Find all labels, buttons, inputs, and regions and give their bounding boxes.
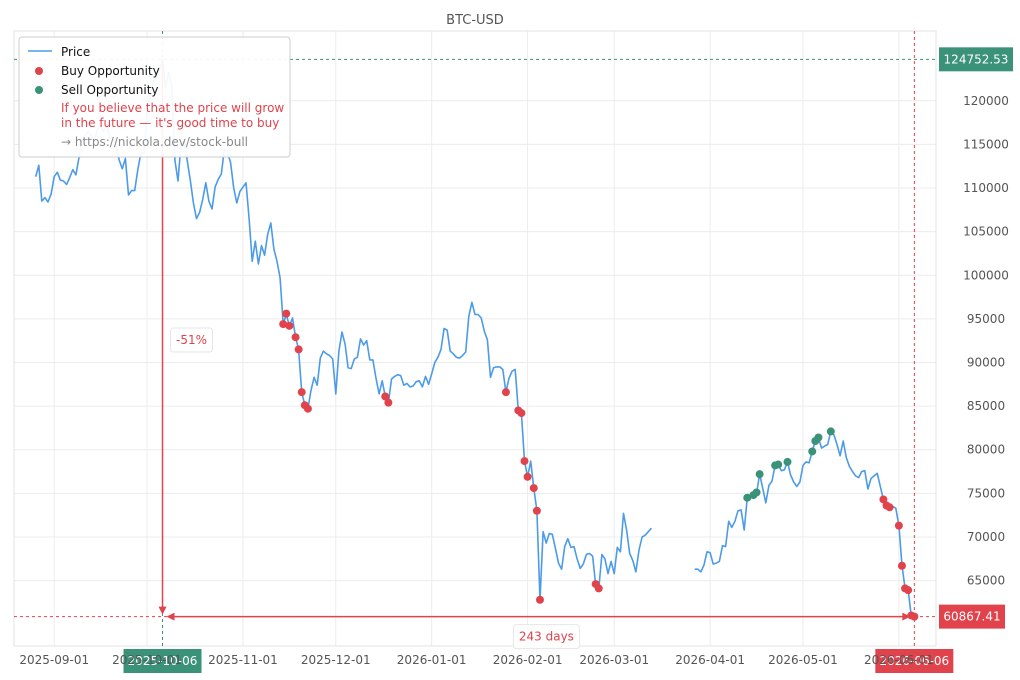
y-tick-label: 105000 — [963, 225, 1009, 239]
sell-marker — [808, 447, 817, 456]
y-tick-label: 120000 — [963, 94, 1009, 108]
y-tick-label: 100000 — [963, 268, 1009, 282]
buy-marker — [879, 495, 888, 504]
buy-marker — [384, 398, 393, 407]
buy-markers — [279, 309, 919, 621]
x-tick-label: 2025-09-01 — [19, 653, 89, 667]
price-line-segment — [694, 430, 915, 618]
buy-marker — [523, 472, 532, 481]
duration-label: 243 days — [519, 630, 574, 644]
buy-marker — [594, 584, 603, 593]
y-tick-label: 70000 — [967, 530, 1005, 544]
x-axis-ticks: 2025-09-01 2025-10-01 2025-11-01 2025-12-01… — [19, 653, 933, 667]
legend-message-line-2: in the future — it's good time to buy — [61, 116, 279, 130]
x-tick-label: 2025-11-01 — [208, 653, 278, 667]
buy-marker — [297, 388, 306, 397]
x-tick-label: 2025-12-01 — [301, 653, 371, 667]
y-tick-label: 75000 — [967, 486, 1005, 500]
drop-percent-label: -51% — [176, 333, 207, 347]
sell-markers — [743, 427, 835, 502]
chart-title: BTC-USD — [446, 13, 504, 28]
y-tick-label: 90000 — [967, 355, 1005, 369]
high-date-tag-label: 2025-10-06 — [128, 654, 198, 668]
sell-marker — [774, 460, 783, 469]
annotations: -51% 243 days 124752.53 60867.41 2025-10-06 2… — [123, 47, 1013, 673]
buy-marker — [885, 503, 894, 512]
legend: Price Buy Opportunity Sell Opportunity I… — [18, 36, 291, 158]
x-tick-label: 2026-02-01 — [493, 653, 563, 667]
buy-marker — [897, 561, 906, 570]
x-tick-label: 2026-05-01 — [768, 653, 838, 667]
sell-marker — [755, 470, 764, 479]
low-date-tag-label: 2026-06-06 — [879, 654, 949, 668]
low-price-tag — [939, 604, 1005, 629]
y-tick-label: 110000 — [963, 181, 1009, 195]
drop-arrow-head — [158, 606, 167, 615]
low-price-tag-label: 60867.41 — [943, 610, 1000, 624]
buy-marker — [904, 586, 913, 595]
legend-box — [18, 36, 291, 158]
buy-marker — [517, 409, 526, 418]
sell-marker — [743, 493, 752, 502]
buy-marker — [285, 321, 294, 330]
x-tick-label: 2026-01-01 — [397, 653, 467, 667]
low-date-tag — [875, 649, 954, 673]
buy-marker — [520, 457, 529, 466]
y-tick-label: 80000 — [967, 443, 1005, 457]
sell-marker — [826, 427, 835, 436]
buy-marker — [535, 595, 544, 604]
buy-marker — [294, 345, 303, 354]
x-tick-label: 2025-10-01 — [112, 653, 182, 667]
buy-marker — [291, 333, 300, 342]
buy-marker — [894, 521, 903, 530]
high-date-tag — [123, 649, 202, 673]
buy-marker — [381, 392, 390, 401]
duration-arrow-head-right — [902, 612, 911, 621]
y-tick-label: 115000 — [963, 137, 1009, 151]
y-tick-label: 85000 — [967, 399, 1005, 413]
legend-sell-label: Sell Opportunity — [61, 83, 159, 97]
legend-sell-swatch — [35, 86, 43, 94]
buy-marker — [501, 388, 510, 397]
x-tick-label: 2026-03-01 — [579, 653, 649, 667]
sell-marker — [783, 457, 792, 466]
plot-frame — [13, 30, 937, 647]
duration-arrow-head-left — [166, 612, 175, 621]
x-tick-label: 2026-06-01 — [864, 653, 934, 667]
sell-marker — [752, 488, 761, 497]
sell-marker — [814, 433, 823, 442]
buy-marker — [910, 612, 919, 621]
buy-marker — [279, 320, 288, 329]
legend-link[interactable]: → https://nickola.dev/stock-bull — [61, 135, 248, 149]
high-price-tag-label: 124752.53 — [944, 52, 1009, 66]
buy-marker — [529, 484, 538, 493]
buy-marker — [282, 309, 291, 318]
legend-buy-swatch — [35, 67, 43, 75]
x-tick-label: 2026-04-01 — [675, 653, 745, 667]
high-price-tag — [939, 47, 1013, 72]
price-line — [34, 58, 915, 618]
legend-message-line-1: If you believe that the price will grow — [61, 101, 284, 115]
buy-marker — [532, 506, 541, 515]
drop-percent-box — [170, 327, 214, 353]
legend-buy-label: Buy Opportunity — [61, 64, 160, 78]
duration-box — [512, 624, 580, 650]
buy-marker — [303, 404, 312, 413]
y-tick-label: 65000 — [967, 574, 1005, 588]
y-axis-ticks: 65000 70000 75000 80000 85000 90000 95000 10000… — [963, 94, 1009, 588]
y-tick-label: 95000 — [967, 312, 1005, 326]
price-line-segment — [34, 58, 652, 601]
legend-price-label: Price — [61, 45, 90, 59]
